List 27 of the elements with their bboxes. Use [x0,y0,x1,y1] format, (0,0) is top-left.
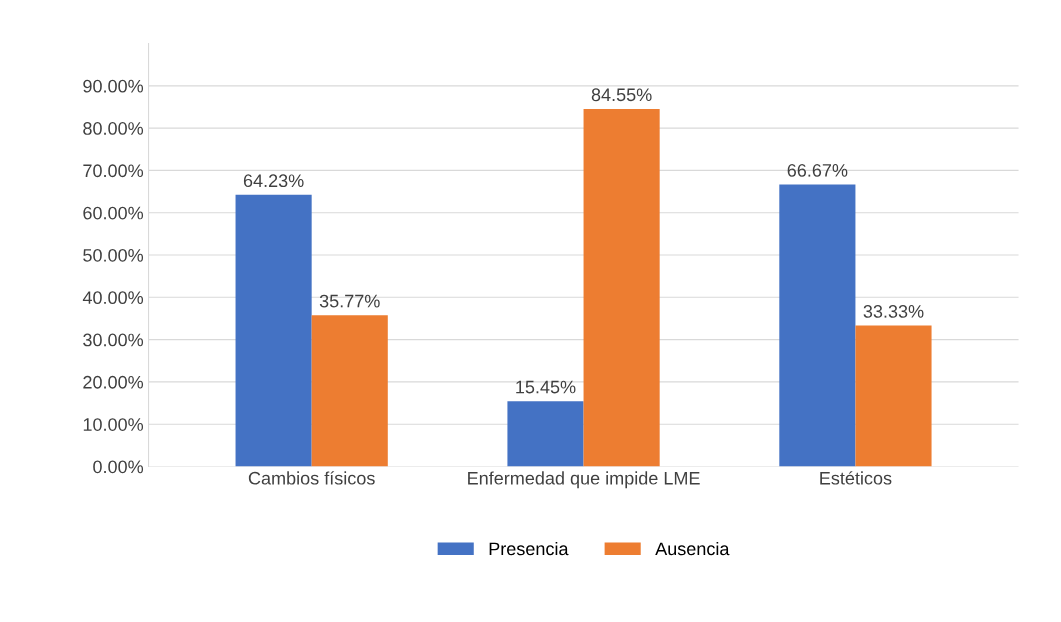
y-tick-label: 20.00% [83,375,144,389]
data-label: 15.45% [516,380,576,394]
y-tick-label: 0.00% [93,460,144,474]
legend-label: Ausencia [655,541,730,556]
y-tick-label: 60.00% [83,206,144,220]
x-tick-label: Estéticos [820,471,892,485]
data-label: 33.33% [863,305,924,318]
y-tick-label: 50.00% [83,248,144,262]
bar [507,401,584,467]
data-label: 84.55% [591,88,652,102]
bar [583,108,660,467]
data-label: 64.23% [243,174,304,188]
data-label: 66.67% [787,163,848,177]
y-tick-label: 40.00% [82,291,144,305]
data-label: 35.77% [319,294,380,308]
x-tick-label: Cambios físicos [248,471,375,485]
y-tick-label: 10.00% [83,418,144,431]
y-tick-label: 70.00% [83,164,144,178]
bar [235,194,312,467]
bar [311,315,388,467]
bar [779,184,856,467]
x-tick-label: Enfermedad que impide LME [468,471,700,489]
y-tick-label: 90.00% [83,79,144,93]
bar [855,325,932,467]
legend-label: Presencia [489,541,569,556]
y-tick-label: 80.00% [83,122,144,135]
y-tick-label: 30.00% [83,333,144,347]
